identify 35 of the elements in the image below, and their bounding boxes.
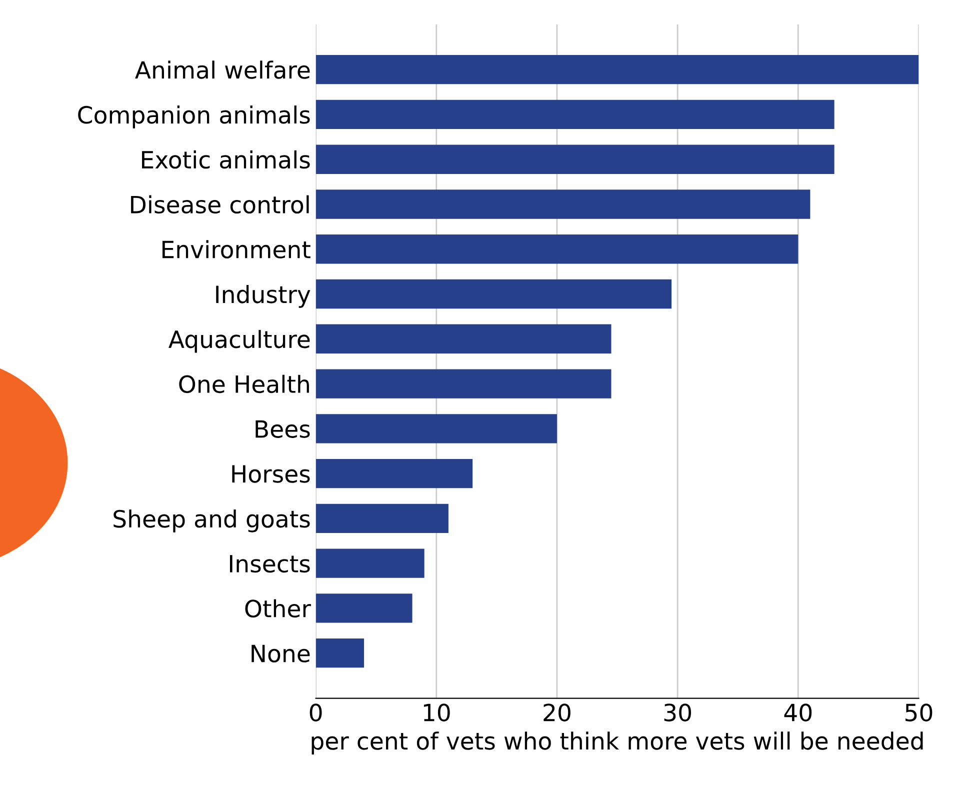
y-tick-label: None (252, 644, 310, 662)
bar (316, 279, 672, 309)
x-tick-label: 0 (310, 704, 322, 722)
y-tick-label: Exotic animals (142, 150, 310, 169)
y-tick-label: Aquaculture (168, 330, 310, 353)
bar (316, 234, 798, 264)
bar (316, 414, 557, 444)
x-tick-label: 30 (664, 704, 692, 722)
bar (316, 369, 612, 398)
x-tick-label: 10 (424, 704, 450, 722)
bar (316, 144, 834, 174)
y-tick-label: Companion animals (78, 106, 310, 128)
bar (316, 594, 412, 623)
y-tick-label: Environment (162, 240, 310, 258)
y-tick-label: Disease control (131, 195, 309, 214)
y-tick-label: Insects (230, 555, 310, 573)
y-tick-label: Industry (216, 285, 310, 308)
x-tick-label: 40 (784, 704, 812, 722)
bar (316, 100, 834, 130)
y-tick-label: One Health (179, 374, 309, 394)
bar (316, 458, 473, 488)
bar (316, 504, 448, 534)
y-tick-label: Sheep and goats (114, 509, 310, 532)
bar (316, 324, 612, 354)
x-tick-label: 50 (906, 704, 932, 722)
bar (316, 638, 364, 668)
x-tick-label: 20 (544, 704, 570, 722)
bar (316, 190, 810, 219)
x-axis-title: per cent of vets who think more vets will be needed (312, 732, 923, 754)
y-tick-label: Animal welfare (135, 60, 310, 79)
bar (316, 548, 424, 578)
y-tick-label: Horses (232, 465, 310, 483)
y-tick-label: Other (245, 599, 311, 618)
bar (316, 54, 919, 84)
y-tick-label: Bees (256, 420, 310, 438)
